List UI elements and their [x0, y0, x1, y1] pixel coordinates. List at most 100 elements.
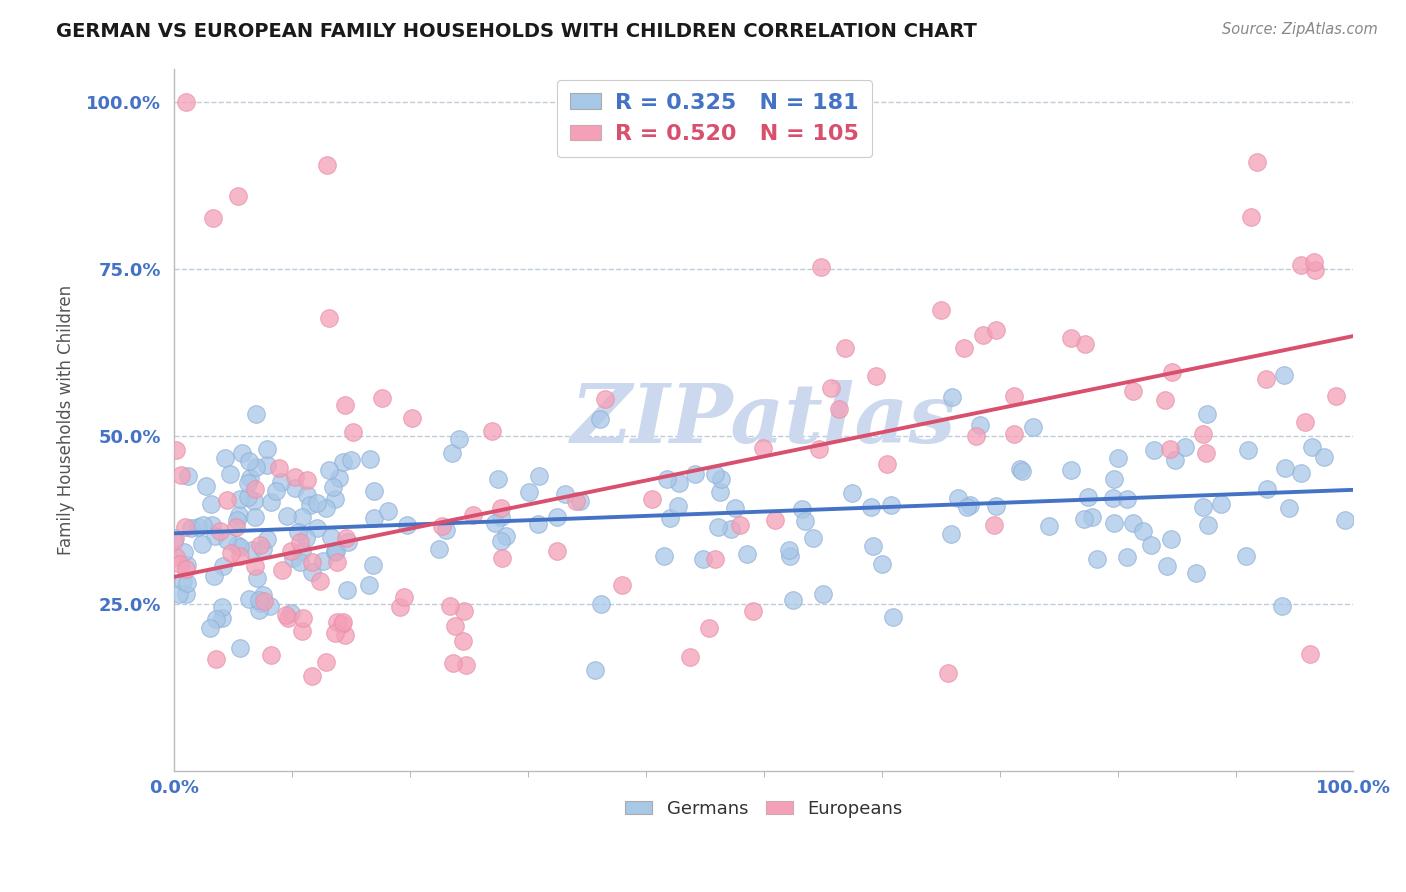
Point: [281, 551, 304, 566]
Point: [697, 621, 720, 635]
Point: [363, 483, 385, 498]
Point: [240, 543, 263, 558]
Point: [176, 558, 198, 572]
Point: [720, 522, 742, 536]
Point: [1060, 330, 1083, 344]
Point: [217, 493, 239, 508]
Point: [176, 576, 198, 591]
Point: [1256, 482, 1278, 496]
Point: [180, 521, 202, 535]
Point: [301, 565, 323, 579]
Point: [202, 211, 225, 226]
Point: [1246, 155, 1268, 169]
Point: [1102, 491, 1125, 505]
Point: [363, 511, 385, 525]
Point: [323, 545, 346, 559]
Point: [439, 599, 461, 613]
Point: [187, 520, 209, 534]
Point: [1192, 500, 1215, 514]
Point: [208, 524, 231, 539]
Point: [929, 302, 952, 317]
Point: [238, 591, 260, 606]
Point: [1022, 420, 1045, 434]
Point: [253, 593, 276, 607]
Point: [659, 511, 682, 525]
Point: [1038, 519, 1060, 533]
Point: [177, 469, 200, 483]
Point: [288, 555, 311, 569]
Point: [724, 501, 747, 516]
Point: [326, 555, 349, 569]
Point: [668, 475, 690, 490]
Point: [1002, 389, 1025, 403]
Point: [870, 558, 893, 572]
Point: [763, 513, 786, 527]
Point: [260, 494, 283, 508]
Point: [392, 590, 415, 604]
Point: [205, 652, 228, 666]
Point: [969, 417, 991, 432]
Point: [291, 624, 314, 638]
Point: [326, 615, 349, 629]
Y-axis label: Family Households with Children: Family Households with Children: [58, 285, 75, 555]
Point: [1156, 558, 1178, 573]
Point: [245, 407, 267, 421]
Point: [810, 260, 832, 275]
Point: [703, 551, 725, 566]
Point: [1160, 365, 1182, 379]
Point: [377, 503, 399, 517]
Point: [527, 468, 550, 483]
Point: [236, 475, 259, 490]
Point: [401, 411, 423, 425]
Point: [862, 539, 884, 553]
Point: [259, 599, 281, 613]
Point: [214, 450, 236, 465]
Point: [430, 519, 453, 533]
Point: [165, 443, 187, 458]
Point: [202, 569, 225, 583]
Point: [972, 327, 994, 342]
Point: [865, 369, 887, 384]
Point: [396, 518, 419, 533]
Point: [1333, 513, 1355, 527]
Point: [231, 446, 253, 460]
Point: [427, 541, 450, 556]
Text: GERMAN VS EUROPEAN FAMILY HOUSEHOLDS WITH CHILDREN CORRELATION CHART: GERMAN VS EUROPEAN FAMILY HOUSEHOLDS WIT…: [56, 22, 977, 41]
Point: [249, 538, 271, 552]
Point: [657, 472, 679, 486]
Point: [1010, 461, 1032, 475]
Point: [291, 509, 314, 524]
Point: [779, 549, 801, 563]
Point: [291, 543, 314, 558]
Point: [1132, 524, 1154, 538]
Point: [252, 541, 274, 556]
Point: [342, 425, 364, 439]
Point: [1164, 452, 1187, 467]
Point: [280, 606, 302, 620]
Point: [1077, 490, 1099, 504]
Point: [666, 499, 689, 513]
Point: [938, 666, 960, 681]
Point: [1303, 263, 1326, 277]
Point: [461, 508, 484, 522]
Point: [247, 603, 270, 617]
Point: [335, 531, 357, 545]
Point: [834, 341, 856, 355]
Point: [238, 454, 260, 468]
Point: [948, 491, 970, 505]
Point: [243, 510, 266, 524]
Point: [1122, 384, 1144, 398]
Point: [965, 428, 987, 442]
Point: [652, 549, 675, 564]
Point: [239, 471, 262, 485]
Point: [820, 381, 842, 395]
Point: [243, 482, 266, 496]
Point: [1313, 450, 1336, 465]
Point: [195, 479, 218, 493]
Point: [219, 467, 242, 482]
Point: [1324, 389, 1347, 403]
Point: [295, 473, 318, 487]
Point: [454, 658, 477, 673]
Point: [709, 472, 731, 486]
Point: [318, 310, 340, 325]
